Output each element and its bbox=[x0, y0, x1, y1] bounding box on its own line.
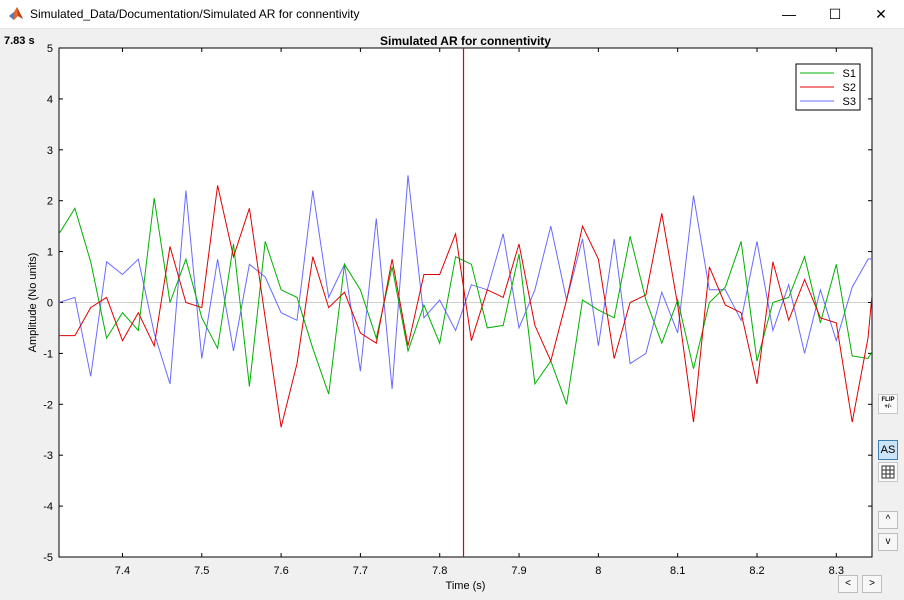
y-tick-label: 1 bbox=[47, 247, 53, 259]
y-tick-label: -4 bbox=[43, 501, 53, 513]
series-line-s3 bbox=[59, 175, 872, 390]
chart-title: Simulated AR for connentivity bbox=[380, 34, 551, 48]
y-tick-label: 2 bbox=[47, 196, 53, 208]
legend-label-s1: S1 bbox=[843, 68, 856, 80]
prev-page-button[interactable]: < bbox=[838, 575, 858, 593]
flip-button[interactable]: FLIP +/- bbox=[878, 394, 898, 414]
x-tick-label: 8.2 bbox=[749, 565, 764, 577]
y-tick-label: 4 bbox=[47, 94, 53, 106]
legend-label-s2: S2 bbox=[843, 82, 856, 94]
y-tick-label: -2 bbox=[43, 399, 53, 411]
y-tick-label: 3 bbox=[47, 145, 53, 157]
next-page-button[interactable]: > bbox=[862, 575, 882, 593]
legend-label-s3: S3 bbox=[843, 96, 856, 108]
signal-plot[interactable]: Simulated AR for connentivity 5 4 3 2 1 0 -1 -2 -… bbox=[0, 30, 904, 600]
y-tick-label: -3 bbox=[43, 450, 53, 462]
window-title: Simulated_Data/Documentation/Simulated A… bbox=[30, 7, 360, 21]
close-icon: ✕ bbox=[875, 5, 887, 22]
close-button[interactable]: ✕ bbox=[858, 0, 904, 28]
scale-up-button[interactable]: ^ bbox=[878, 511, 898, 529]
x-tick-label: 8 bbox=[595, 565, 601, 577]
scale-down-button[interactable]: v bbox=[878, 533, 898, 551]
flip-icon: FLIP +/- bbox=[879, 397, 897, 411]
y-tick-label: 0 bbox=[47, 298, 53, 310]
x-tick-label: 7.6 bbox=[273, 565, 288, 577]
minimize-button[interactable]: — bbox=[766, 0, 812, 28]
x-tick-label: 7.4 bbox=[115, 565, 130, 577]
flip-label-bottom: +/- bbox=[884, 404, 892, 410]
x-tick-label: 7.9 bbox=[511, 565, 526, 577]
x-tick-label: 8.3 bbox=[829, 565, 844, 577]
series-line-s2 bbox=[59, 185, 872, 428]
minimize-icon: — bbox=[782, 6, 796, 22]
x-tick-label: 7.7 bbox=[353, 565, 368, 577]
flip-label-top: FLIP bbox=[881, 397, 895, 403]
maximize-button[interactable]: ☐ bbox=[812, 0, 858, 28]
y-tick-label: -1 bbox=[43, 348, 53, 360]
series-line-s1 bbox=[59, 198, 872, 405]
y-tick-label: 5 bbox=[47, 43, 53, 55]
grid-icon bbox=[881, 465, 895, 479]
maximize-icon: ☐ bbox=[828, 5, 842, 22]
x-axis-label: Time (s) bbox=[446, 580, 486, 592]
y-tick-label: -5 bbox=[43, 552, 53, 564]
autoscale-button[interactable]: AS bbox=[878, 440, 898, 460]
x-tick-label: 7.5 bbox=[194, 565, 209, 577]
x-tick-label: 7.8 bbox=[432, 565, 447, 577]
window-titlebar: Simulated_Data/Documentation/Simulated A… bbox=[0, 0, 904, 29]
x-tick-label: 8.1 bbox=[670, 565, 685, 577]
matlab-icon bbox=[9, 7, 23, 20]
y-axis-label: Amplitude (No units) bbox=[27, 253, 39, 353]
grid-button[interactable] bbox=[878, 462, 898, 482]
time-readout: 7.83 s bbox=[4, 35, 35, 47]
